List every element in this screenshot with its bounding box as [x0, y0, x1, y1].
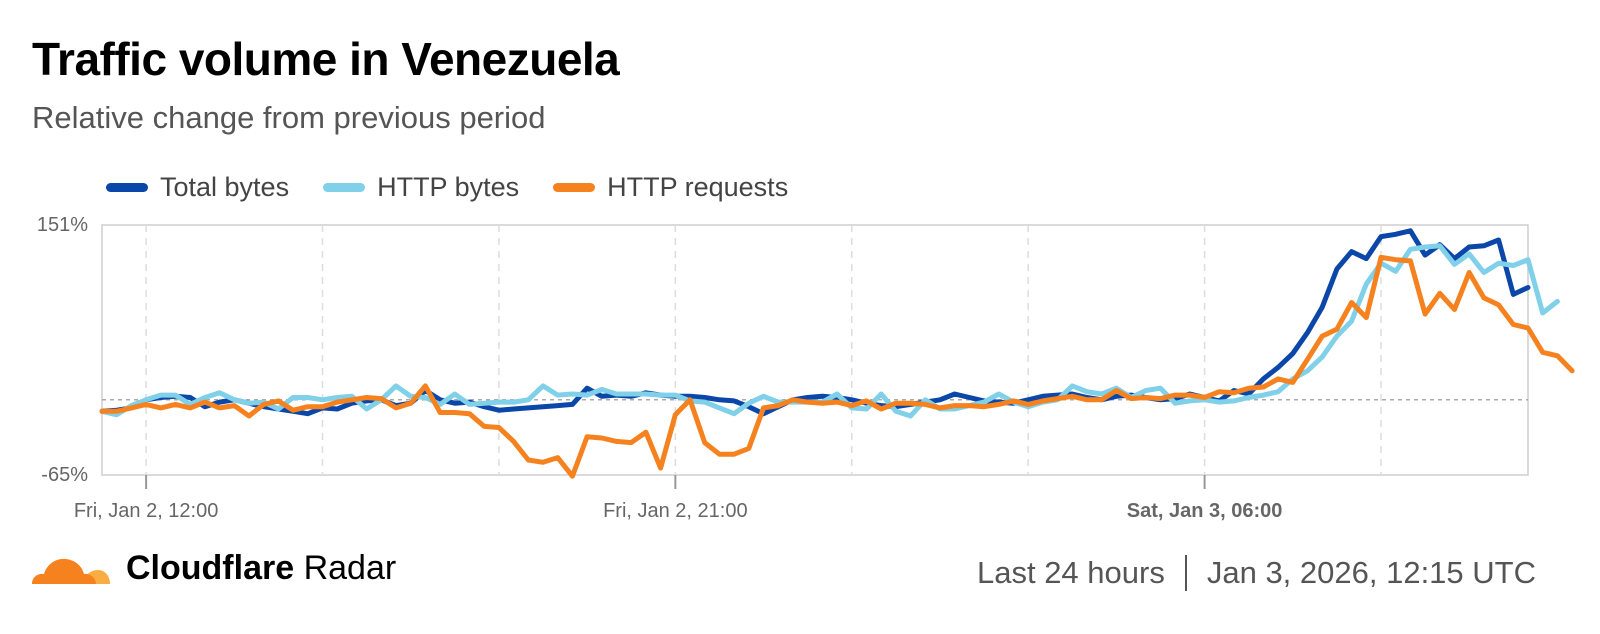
- x-tick-label-1: Fri, Jan 2, 21:00: [603, 500, 748, 522]
- x-tick-label-0: Fri, Jan 2, 12:00: [74, 500, 219, 522]
- legend-swatch-total-bytes: [106, 183, 148, 192]
- legend-label-http-bytes: HTTP bytes: [377, 172, 520, 202]
- legend-label-http-requests: HTTP requests: [607, 172, 789, 202]
- legend-item-http-bytes[interactable]: HTTP bytes: [323, 172, 519, 203]
- brand-name-bold: Cloudflare: [126, 548, 295, 587]
- series-line-http-bytes: [99, 243, 1560, 419]
- legend-label-total-bytes: Total bytes: [160, 172, 290, 202]
- timestamp-label: Jan 3, 2026, 12:15 UTC: [1206, 555, 1536, 590]
- cloudflare-logo-icon: [32, 558, 110, 584]
- series-line-total-bytes: [99, 228, 1531, 417]
- legend-swatch-http-bytes: [323, 183, 366, 192]
- legend-item-http-requests[interactable]: HTTP requests: [553, 172, 788, 203]
- legend-swatch-http-requests: [553, 183, 596, 192]
- brand-name: Cloudflare Radar: [126, 549, 396, 588]
- divider: [1184, 555, 1187, 591]
- chart-subtitle: Relative change from previous period: [32, 100, 546, 135]
- plot-frame: [101, 224, 1529, 476]
- y-tick-label-min: -65%: [41, 464, 88, 486]
- brand-name-light: Radar: [303, 548, 397, 587]
- series-line-http-requests: [99, 254, 1575, 479]
- line-chart: 151% -65% Fri, Jan 2, 12:00 Fri, Jan 2, 21:…: [37, 214, 1575, 522]
- y-tick-label-max: 151%: [37, 214, 88, 236]
- legend-item-total-bytes[interactable]: Total bytes: [106, 172, 289, 203]
- footer-brand: Cloudflare Radar: [30, 548, 396, 588]
- time-range: Last 24 hours Jan 3, 2026, 12:15 UTC: [977, 555, 1536, 591]
- legend: Total bytes HTTP bytes HTTP requests: [106, 172, 822, 203]
- period-label: Last 24 hours: [976, 555, 1165, 590]
- x-tick-label-2: Sat, Jan 3, 06:00: [1127, 500, 1283, 522]
- chart-title: Traffic volume in Venezuela: [32, 33, 620, 85]
